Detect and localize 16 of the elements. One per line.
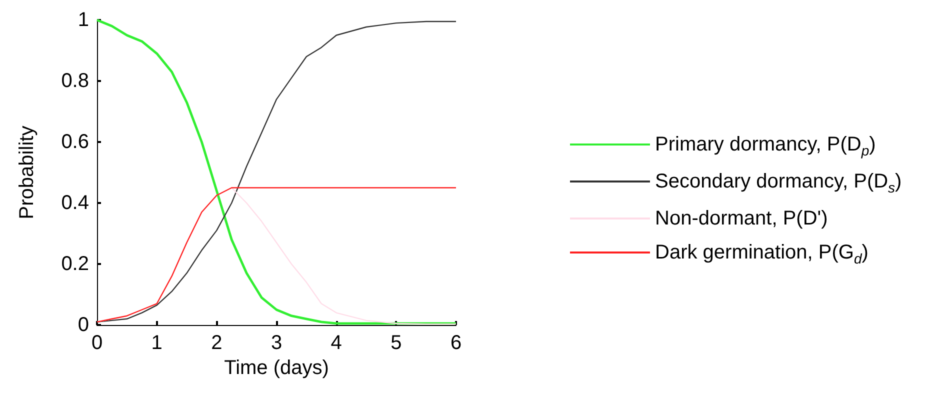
x-tick-label: 3 (270, 332, 282, 354)
y-axis-title: Probability (16, 126, 38, 220)
x-tick-label: 1 (151, 332, 162, 354)
x-tick-label: 5 (390, 332, 402, 354)
y-tick-label: 0.8 (61, 70, 89, 92)
y-tick-label: 0.2 (61, 253, 89, 275)
y-tick-label: 1 (78, 9, 89, 31)
x-tick-label: 4 (330, 332, 342, 354)
x-tick-label: 0 (91, 332, 103, 354)
y-tick-label: 0 (78, 314, 89, 336)
y-tick-label: 0.4 (61, 192, 89, 214)
y-tick-label: 0.6 (61, 131, 89, 153)
legend-label: Non-dormant, P(D') (655, 208, 828, 230)
x-tick-label: 2 (211, 332, 222, 354)
x-tick-label: 6 (450, 332, 462, 354)
x-axis-title: Time (days) (224, 356, 329, 379)
